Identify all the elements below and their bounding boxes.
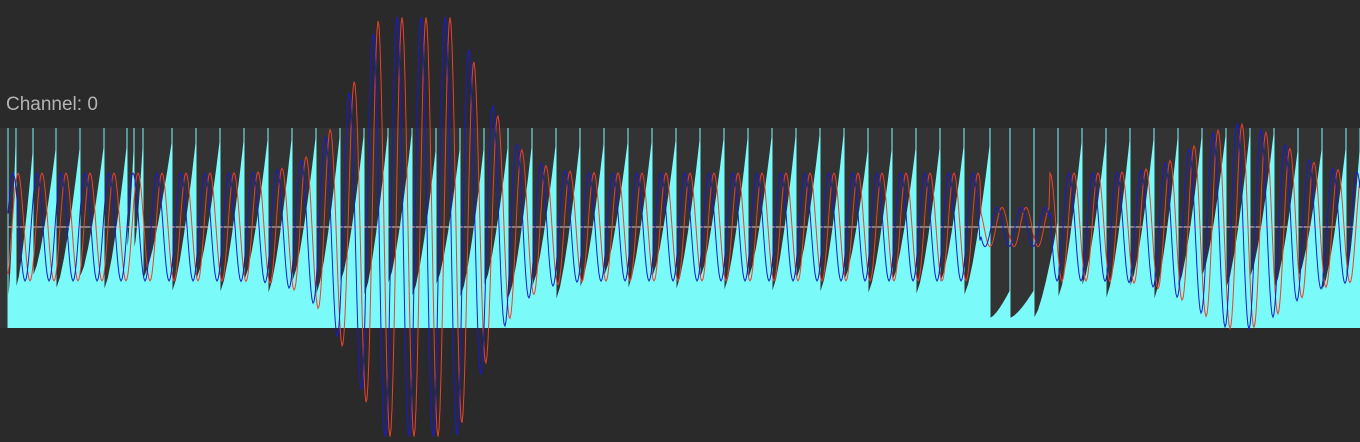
segment-edges xyxy=(7,128,1360,328)
red-trace xyxy=(7,17,1360,437)
channel-label: Channel: 0 xyxy=(6,94,98,115)
blue-trace xyxy=(7,17,1360,437)
